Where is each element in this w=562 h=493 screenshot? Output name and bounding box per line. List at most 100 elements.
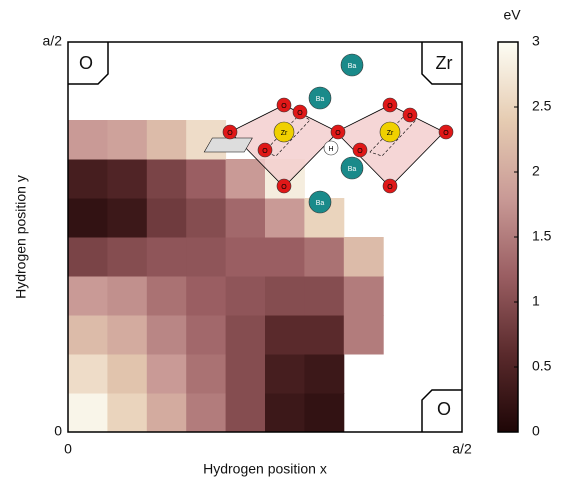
heat-cell [68,315,108,355]
atom [340,53,364,77]
heat-cell [304,315,345,355]
atom-label: O [262,148,268,155]
heat-cell [343,276,384,316]
heat-cell [186,237,227,277]
atom [379,121,401,143]
atom-label: O [407,113,413,120]
colorbar-tick-label: 0.5 [532,358,552,374]
colorbar-tick-label: 2 [532,163,540,179]
atom-label: Zr [281,130,288,137]
atom [292,104,308,120]
heat-cell [146,198,187,238]
atom [222,124,238,140]
x-tick-label: 0 [64,441,72,457]
x-tick-label: a/2 [452,441,472,457]
heat-cell [146,159,187,199]
heat-cell [107,159,148,199]
heat-cell [265,354,305,394]
heat-cell [304,276,345,316]
heat-cell [68,237,108,277]
heat-cell [225,237,266,277]
heat-cell [107,315,148,355]
atom-label: O [227,130,233,137]
atom [340,156,364,180]
heat-cell [68,198,108,238]
colorbar-tick-label: 1.5 [532,228,552,244]
atom [257,142,273,158]
atom [438,124,454,140]
atom [273,121,295,143]
heat-cell [68,393,108,433]
corner-label: Zr [436,53,453,73]
heat-cell [265,315,305,355]
corner-label: O [79,53,93,73]
heat-cell [107,198,148,238]
y-tick-label: 0 [54,423,62,439]
atom-label: H [328,146,333,153]
heat-cell [146,354,187,394]
octahedron-face [263,113,311,157]
atom [352,142,368,158]
heat-cell [68,354,108,394]
heat-cell [225,315,266,355]
heat-cell [107,120,148,160]
colorbar-tick-label: 2.5 [532,98,552,114]
heat-cell [225,354,266,394]
heat-cell [304,237,345,277]
octahedron-face [369,113,417,157]
atom [330,124,346,140]
heat-cell [146,237,187,277]
atom [382,97,398,113]
atom-label: Ba [316,200,325,207]
y-axis-title: Hydrogen position y [13,175,29,299]
heat-cell [265,237,305,277]
heat-cell [186,393,227,433]
heat-cell [107,354,148,394]
heat-cell [343,237,384,277]
colorbar-tick-label: 0 [532,423,540,439]
atom-label: O [297,110,303,117]
atom-label: Ba [316,96,325,103]
atom [276,178,292,194]
atom-label: O [335,130,341,137]
atom-label: O [443,130,449,137]
heat-cell [107,237,148,277]
heat-cell [343,315,384,355]
heat-cell [186,354,227,394]
heat-cell [186,198,227,238]
corner-label: O [437,399,451,419]
heat-cell [107,393,148,433]
atom-label: O [357,148,363,155]
heat-cell [146,315,187,355]
corner-box [421,42,462,85]
atom [402,107,418,123]
colorbar-tick-label: 3 [532,33,540,49]
atom-label: O [281,184,287,191]
heat-cell [225,159,266,199]
atom [323,140,339,156]
heat-cell [304,393,345,433]
atom-label: Ba [348,63,357,70]
atom [308,86,332,110]
atom-label: Zr [387,130,394,137]
heat-cell [107,276,148,316]
corner-box [68,42,109,85]
atom [276,97,292,113]
plot-frame [67,41,463,433]
heat-cell [225,198,266,238]
y-tick-label: a/2 [43,33,63,49]
heat-cell [186,315,227,355]
heat-cell [146,120,187,160]
heat-cell [265,198,305,238]
corner-box [421,389,462,432]
heat-cell [68,276,108,316]
atom-label: Ba [348,166,357,173]
heat-cell [186,276,227,316]
colorbar-label: eV [503,7,521,23]
heat-cell [225,393,266,433]
heat-cell [225,276,266,316]
atom-label: O [387,184,393,191]
atom [308,190,332,214]
x-axis-title: Hydrogen position x [203,461,327,477]
